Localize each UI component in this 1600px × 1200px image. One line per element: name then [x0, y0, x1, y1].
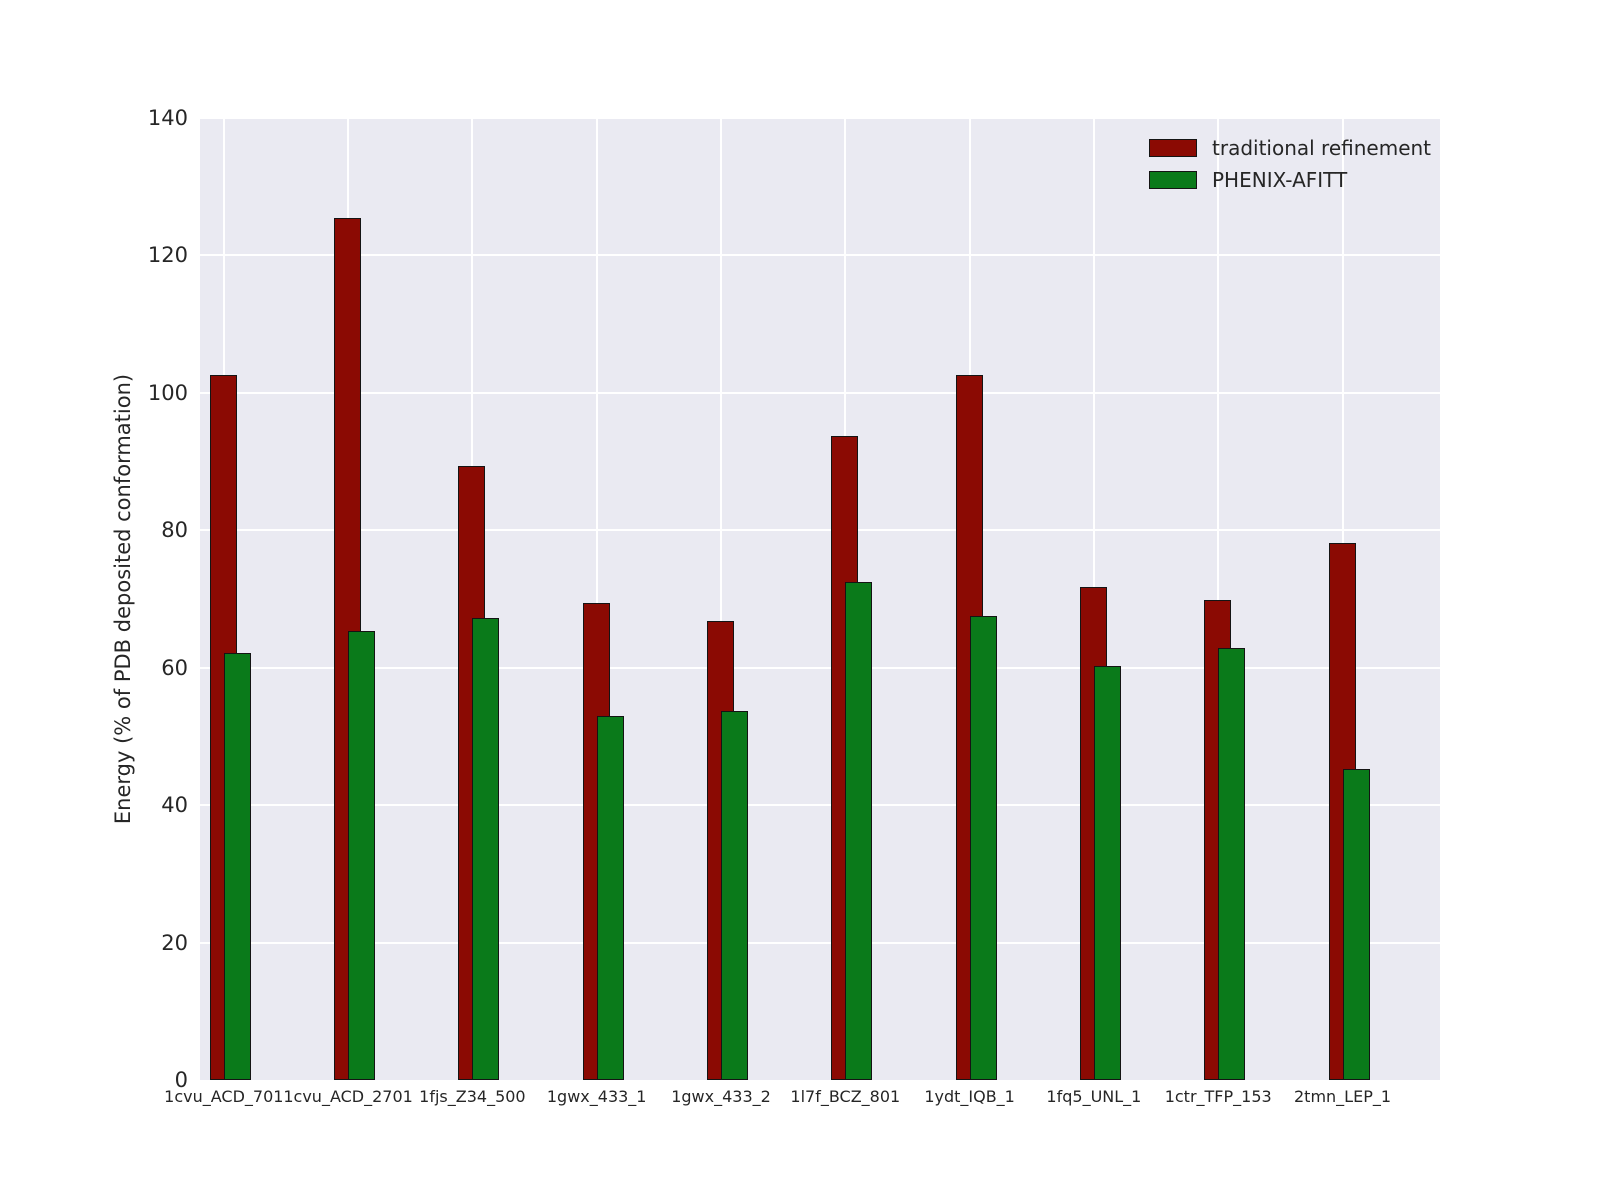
- x-tick-label-1ydt_IQB_1: 1ydt_IQB_1: [924, 1087, 1015, 1106]
- y-tick-label-120: 120: [147, 243, 188, 268]
- gridline-x-1ctr_TFP_153: [1217, 118, 1220, 1080]
- bar-phenix-afitt-1gwx_433_2: [721, 711, 748, 1080]
- bar-phenix-afitt-2tmn_LEP_1: [1342, 769, 1370, 1080]
- bar-phenix-afitt-1gwx_433_1: [596, 715, 624, 1080]
- gridline-y-80: [200, 529, 1440, 532]
- legend: traditional refinement PHENIX-AFITT: [1149, 132, 1431, 196]
- bar-phenix-afitt-1fjs_Z34_500: [472, 618, 500, 1080]
- bar-phenix-afitt-1l7f_BCZ_801: [845, 581, 873, 1080]
- gridline-x-1gwx_433_2: [720, 118, 722, 1080]
- y-tick-label-80: 80: [161, 518, 188, 543]
- bar-phenix-afitt-1fq5_UNL_1: [1093, 666, 1121, 1080]
- y-tick-label-40: 40: [161, 793, 188, 818]
- bar-phenix-afitt-1ctr_TFP_153: [1218, 647, 1246, 1080]
- x-tick-label-1gwx_433_2: 1gwx_433_2: [671, 1087, 771, 1106]
- y-tick-label-100: 100: [147, 380, 188, 405]
- legend-swatch-phenix-afitt: [1149, 171, 1197, 189]
- legend-label-traditional-refinement: traditional refinement: [1212, 136, 1432, 160]
- y-tick-label-60: 60: [161, 655, 188, 680]
- y-axis-label: Energy (% of PDB deposited conformation): [111, 373, 135, 825]
- x-tick-label-1fjs_Z34_500: 1fjs_Z34_500: [419, 1087, 526, 1106]
- x-tick-label-1fq5_UNL_1: 1fq5_UNL_1: [1046, 1087, 1142, 1106]
- bar-phenix-afitt-1ydt_IQB_1: [969, 616, 997, 1080]
- gridline-y-140: [200, 117, 1440, 120]
- legend-entry-phenix-afitt: PHENIX-AFITT: [1149, 164, 1431, 196]
- bar-phenix-afitt-1cvu_ACD_701: [223, 652, 251, 1080]
- gridline-y-60: [200, 666, 1440, 669]
- x-tick-label-1cvu_ACD_2701: 1cvu_ACD_2701: [283, 1087, 413, 1106]
- gridline-y-100: [200, 391, 1440, 394]
- gridline-y-40: [200, 804, 1440, 807]
- x-tick-label-1l7f_BCZ_801: 1l7f_BCZ_801: [790, 1087, 901, 1106]
- legend-label-phenix-afitt: PHENIX-AFITT: [1212, 168, 1348, 192]
- x-tick-label-2tmn_LEP_1: 2tmn_LEP_1: [1293, 1087, 1392, 1106]
- gridline-y-20: [200, 941, 1440, 944]
- bar-phenix-afitt-1cvu_ACD_2701: [348, 630, 376, 1080]
- legend-swatch-traditional-refinement: [1149, 139, 1197, 157]
- x-tick-label-1ctr_TFP_153: 1ctr_TFP_153: [1164, 1087, 1272, 1106]
- y-tick-label-0: 0: [174, 1068, 188, 1092]
- y-tick-label-140: 140: [147, 106, 188, 130]
- x-tick-label-1cvu_ACD_701: 1cvu_ACD_701: [164, 1087, 284, 1106]
- plot-area: [200, 117, 1440, 1080]
- gridline-x-1gwx_433_1: [595, 118, 598, 1080]
- y-tick-label-20: 20: [161, 930, 188, 955]
- gridline-y-120: [200, 254, 1440, 257]
- legend-entry-traditional-refinement: traditional refinement: [1149, 132, 1431, 164]
- x-tick-label-1gwx_433_1: 1gwx_433_1: [546, 1087, 647, 1106]
